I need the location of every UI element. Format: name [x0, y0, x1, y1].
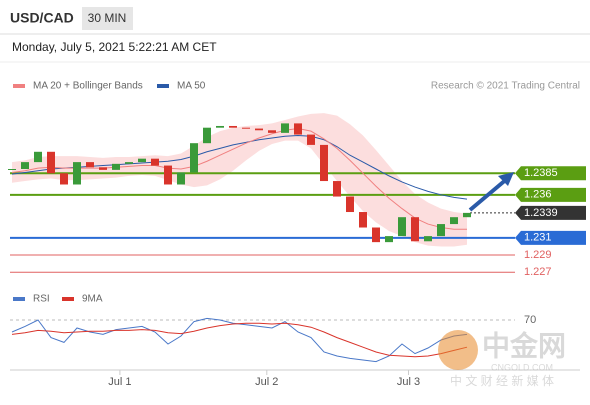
candle — [125, 162, 133, 164]
candle — [21, 162, 29, 169]
timeframe: 30 MIN — [88, 11, 127, 25]
legend-label: RSI — [33, 294, 50, 305]
level-label: 1.227 — [524, 266, 552, 278]
level-label-box — [515, 166, 586, 181]
candle — [138, 158, 146, 163]
x-tick-label: Jul 1 — [108, 376, 131, 388]
candle — [359, 212, 367, 228]
x-tick-label: Jul 2 — [255, 376, 278, 388]
candle — [190, 143, 198, 173]
candle — [320, 144, 328, 182]
candle — [242, 127, 250, 129]
candle — [112, 163, 120, 170]
watermark: 中金网 CNGOLD.COM 中 文 财 经 新 媒 体 — [438, 329, 566, 388]
level-label-box — [515, 230, 586, 245]
watermark-tagline: 中 文 财 经 新 媒 体 — [450, 373, 554, 388]
datetime: Monday, July 5, 2021 5:22:21 AM CET — [12, 40, 217, 54]
level-label: 1.236 — [524, 189, 552, 201]
legend-label: MA 20 + Bollinger Bands — [33, 81, 143, 92]
candle — [255, 128, 263, 131]
level-label-box — [515, 187, 586, 202]
candle — [60, 173, 68, 185]
forecast-arrow-head — [498, 172, 514, 186]
level-label: 1.2339 — [524, 207, 558, 219]
candle — [73, 162, 81, 185]
level-label: 1.2385 — [524, 167, 558, 179]
candle — [164, 165, 172, 185]
candle — [216, 125, 224, 128]
candle — [281, 123, 289, 133]
legend-swatch — [157, 84, 169, 88]
candle — [86, 162, 94, 168]
level-label: 1.229 — [524, 249, 552, 261]
candle — [372, 227, 380, 243]
rsi-line — [11, 322, 468, 358]
candle — [8, 169, 16, 170]
legend-swatch — [13, 297, 25, 301]
candle — [177, 172, 185, 185]
candle — [34, 151, 42, 163]
candle — [268, 130, 276, 133]
candle — [229, 125, 237, 128]
candle — [203, 127, 211, 144]
candle — [463, 212, 471, 218]
candle — [398, 217, 406, 237]
credit: Research © 2021 Trading Central — [431, 81, 580, 92]
timeframe-box — [82, 7, 133, 30]
level-label-box — [515, 205, 586, 220]
candle — [294, 123, 302, 135]
candle — [450, 217, 458, 225]
x-tick-label: Jul 3 — [397, 376, 420, 388]
legend-label: MA 50 — [177, 81, 206, 92]
symbol: USD/CAD — [10, 10, 74, 26]
watermark-brand: 中金网 — [482, 329, 566, 361]
y-tick-label: 70 — [524, 314, 536, 326]
legend-label: 9MA — [82, 294, 103, 305]
watermark-logo — [438, 330, 478, 370]
candle — [437, 224, 445, 237]
candle — [411, 217, 419, 242]
bollinger-band — [12, 113, 467, 247]
candle — [346, 196, 354, 213]
candle — [47, 151, 55, 174]
candle — [307, 134, 315, 145]
moving-average — [11, 128, 467, 230]
legend-swatch — [62, 297, 74, 301]
candle — [99, 167, 107, 170]
level-label: 1.231 — [524, 232, 552, 244]
candle — [151, 158, 159, 166]
candle — [385, 236, 393, 243]
candle — [333, 181, 341, 197]
watermark-site: CNGOLD.COM — [491, 362, 553, 372]
candle — [424, 236, 432, 242]
legend-swatch — [13, 84, 25, 88]
forecast-arrow — [468, 176, 510, 212]
